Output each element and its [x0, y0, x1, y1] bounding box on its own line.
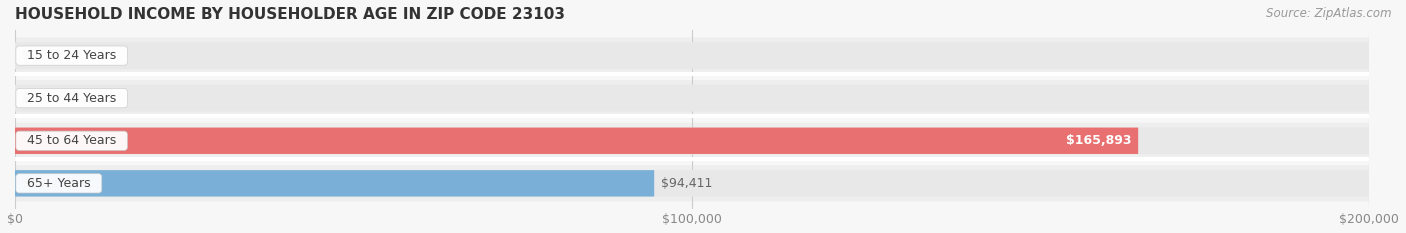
Text: $94,411: $94,411 — [21, 177, 73, 190]
FancyBboxPatch shape — [15, 85, 1369, 112]
FancyBboxPatch shape — [15, 80, 1369, 116]
FancyBboxPatch shape — [15, 165, 1369, 202]
Text: 15 to 24 Years: 15 to 24 Years — [20, 49, 124, 62]
Text: $94,411: $94,411 — [661, 177, 713, 190]
FancyBboxPatch shape — [15, 170, 1369, 197]
Text: 65+ Years: 65+ Years — [20, 177, 98, 190]
FancyBboxPatch shape — [15, 123, 1369, 159]
Text: $0: $0 — [21, 92, 38, 105]
Text: HOUSEHOLD INCOME BY HOUSEHOLDER AGE IN ZIP CODE 23103: HOUSEHOLD INCOME BY HOUSEHOLDER AGE IN Z… — [15, 7, 565, 22]
Text: $165,893: $165,893 — [1066, 134, 1132, 147]
FancyBboxPatch shape — [15, 38, 1369, 74]
FancyBboxPatch shape — [15, 127, 1139, 154]
Text: Source: ZipAtlas.com: Source: ZipAtlas.com — [1267, 7, 1392, 20]
FancyBboxPatch shape — [15, 170, 654, 197]
FancyBboxPatch shape — [15, 127, 1369, 154]
FancyBboxPatch shape — [15, 42, 1369, 69]
Text: $0: $0 — [21, 49, 38, 62]
Text: 45 to 64 Years: 45 to 64 Years — [20, 134, 124, 147]
Text: 25 to 44 Years: 25 to 44 Years — [20, 92, 124, 105]
